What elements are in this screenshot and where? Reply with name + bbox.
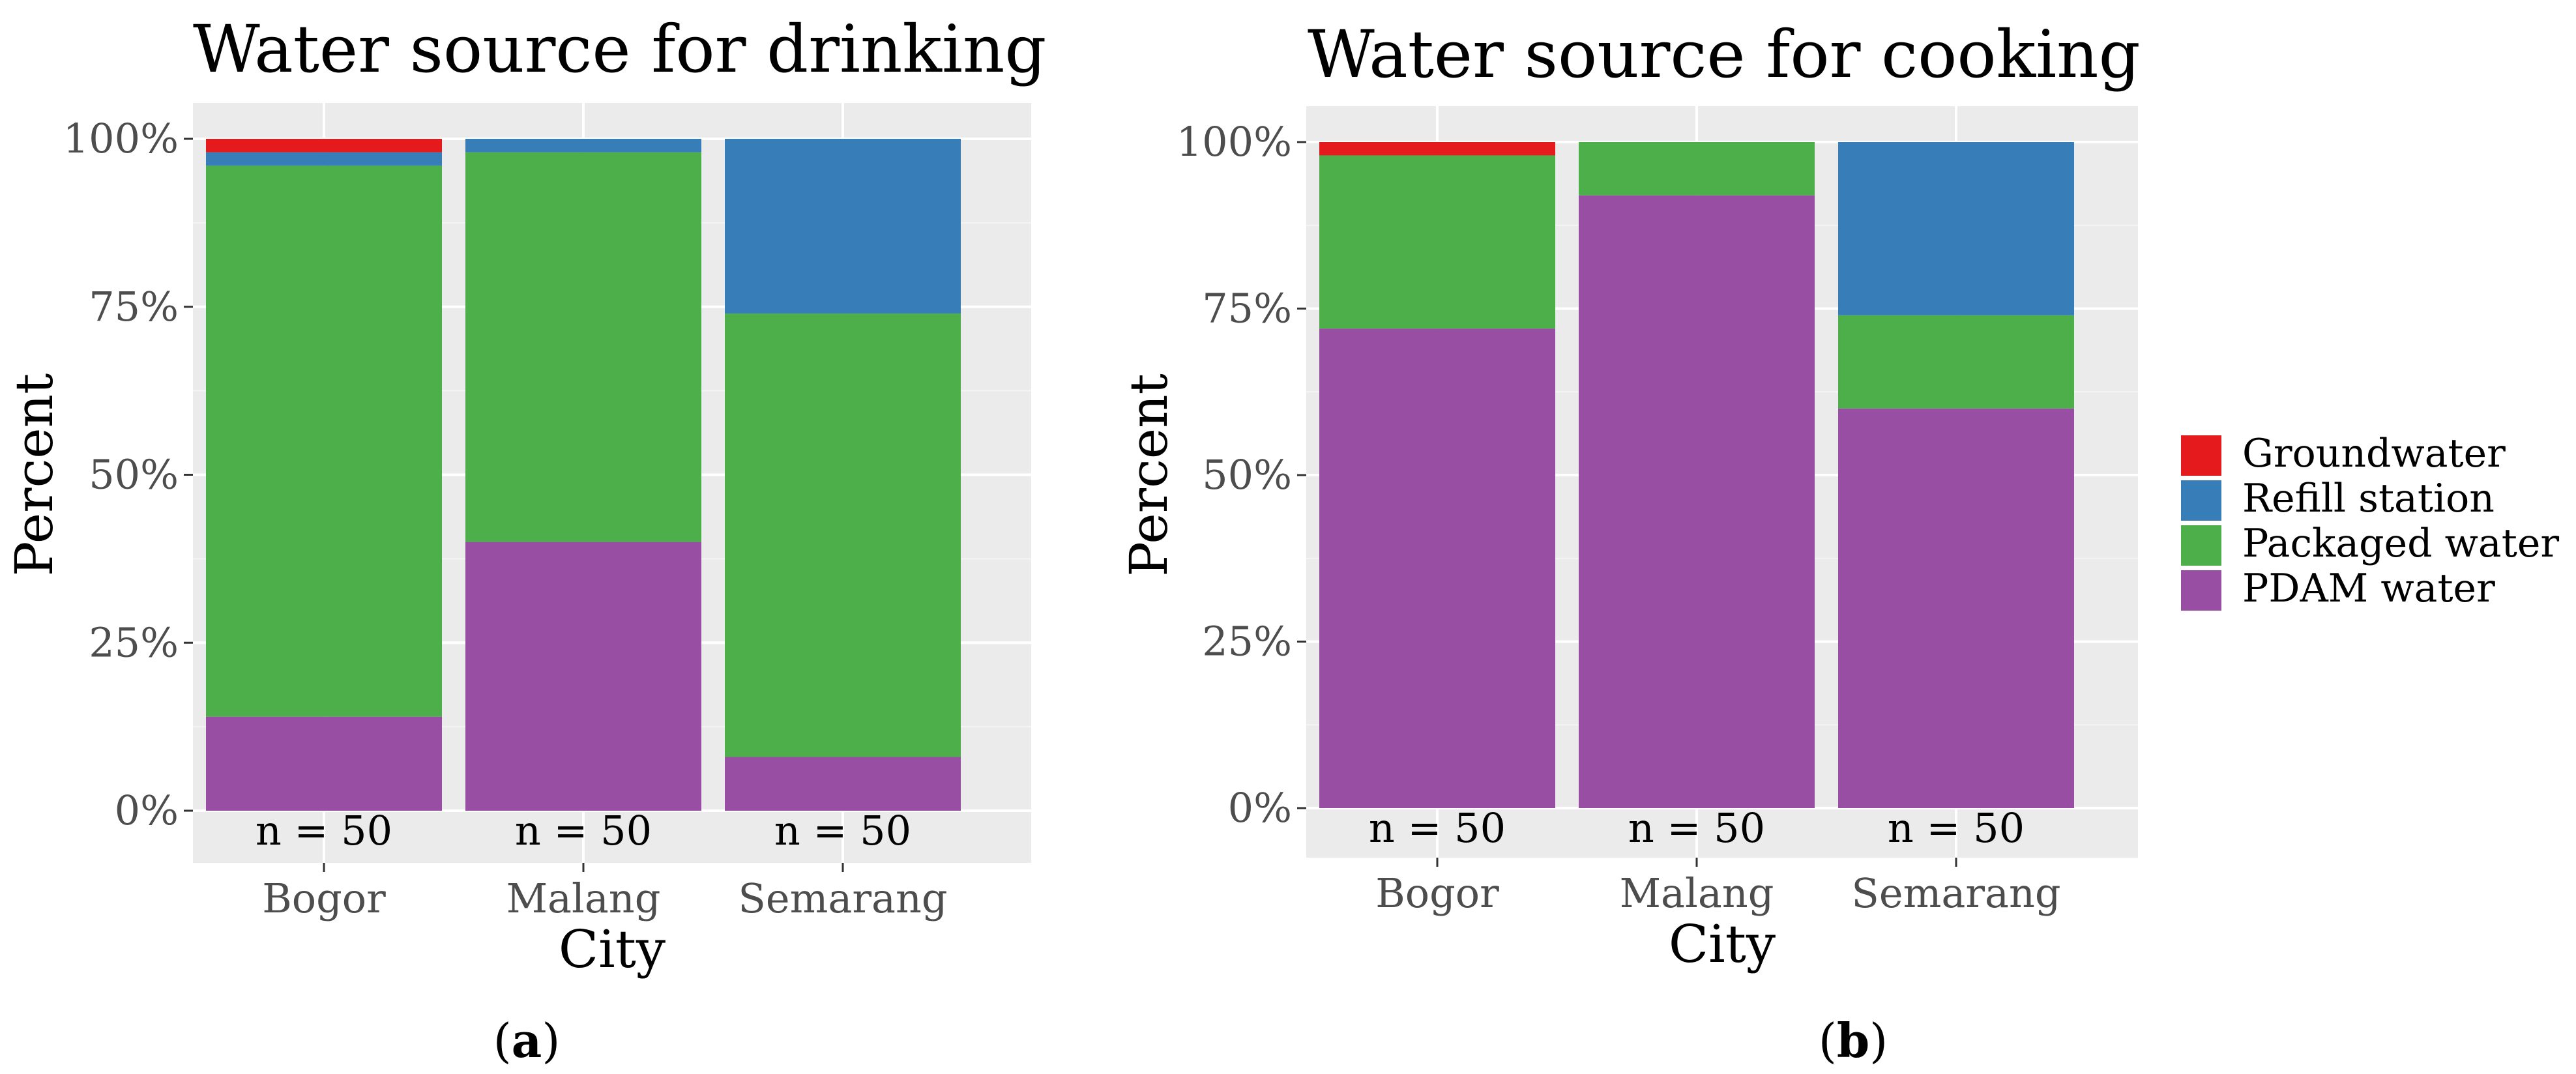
bar-segment-pdam [206,716,442,811]
legend-label-pdam: PDAM water [2242,566,2495,611]
bar-segment-pdam [725,757,961,811]
bar-segment-pdam [1838,408,2074,808]
legend-key-pdam [2181,570,2221,611]
bar-count-label: n = 50 [774,807,911,854]
bar-count-label: n = 50 [1369,804,1506,852]
legend-key-packaged [2181,525,2221,566]
panel-caption: (b) [1819,1013,1888,1068]
bar-segment-refill [1838,142,2074,315]
y-tick-label: 0% [115,787,179,834]
caption-letter: a [512,1013,542,1068]
legend-key-refill [2181,480,2221,521]
captions: (a) (b) [493,1013,1888,1068]
y-tick-label: 75% [1202,285,1292,332]
bar-segment-packaged [1838,315,2074,409]
y-tick-label: 100% [63,115,179,162]
legend-key-groundwater [2181,435,2221,476]
x-tick-label: Bogor [1375,869,1499,917]
y-tick-label: 25% [1202,618,1292,665]
legend-label-groundwater: Groundwater [2242,431,2506,476]
x-tick-label: Malang [1620,869,1774,917]
y-axis-title: Percent [1119,373,1179,577]
bar-segment-packaged [1319,155,1555,329]
legend-label-packaged: Packaged water [2242,521,2559,566]
chart-title: Water source for drinking [193,11,1046,87]
bar-segment-packaged [1579,142,1815,196]
chart-title: Water source for cooking [1308,16,2141,93]
bar-count-label: n = 50 [256,807,392,854]
y-tick-label: 0% [1228,784,1292,832]
y-tick-label: 100% [1177,118,1292,166]
y-tick-label: 25% [89,618,179,666]
bar-segment-packaged [725,313,961,757]
bar-count-label: n = 50 [1628,804,1765,852]
caption-letter: b [1837,1013,1869,1068]
bar-segment-pdam [1319,328,1555,808]
x-axis-title: City [1669,914,1776,974]
bar-segment-groundwater [1319,142,1555,156]
y-axis-title: Percent [4,373,65,577]
x-axis-title: City [559,919,666,980]
bar-segment-refill [725,139,961,314]
x-tick-label: Semarang [1851,869,2060,917]
bar-count-label: n = 50 [515,807,652,854]
chart-cooking: 0% 25% 50% 75% 100% n = 50 Bogor n = 50 Malang n … [1119,16,2141,974]
legend-label-refill: Refill station [2242,476,2495,521]
panel-caption: (a) [493,1013,561,1068]
x-tick-label: Bogor [262,875,386,922]
chart-drinking: 0% 25% 50% 75% 100% n = 50 Bogor n = 50 Malang n … [4,11,1046,980]
bar-segment-packaged [206,166,442,717]
caption-close-paren: ) [1869,1013,1888,1068]
bar-segment-packaged [465,152,701,542]
caption-close-paren: ) [542,1013,560,1068]
caption-open-paren: ( [493,1013,512,1068]
bar-count-label: n = 50 [1888,804,2025,852]
x-tick-label: Semarang [738,875,947,922]
y-tick-label: 50% [1202,451,1292,499]
y-tick-label: 75% [89,283,179,330]
bar-segment-pdam [1579,195,1815,808]
bar-segment-refill [206,152,442,166]
x-tick-label: Malang [506,875,661,922]
bar-segment-refill [465,139,701,152]
caption-open-paren: ( [1819,1013,1837,1068]
bar-segment-pdam [465,542,701,811]
bar-segment-groundwater [206,139,442,152]
y-tick-label: 50% [89,451,179,499]
